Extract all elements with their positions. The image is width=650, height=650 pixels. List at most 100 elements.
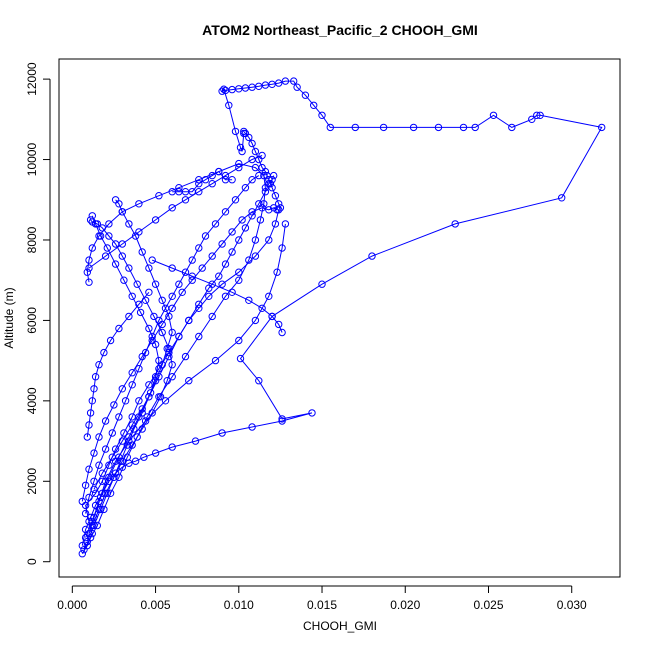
data-point xyxy=(185,377,193,385)
data-point xyxy=(208,280,216,288)
series-layer xyxy=(78,77,606,558)
data-point xyxy=(251,163,260,172)
data-point xyxy=(130,425,138,433)
data-point xyxy=(145,264,153,272)
data-point xyxy=(308,409,316,417)
data-point xyxy=(248,212,256,220)
data-point xyxy=(111,196,120,204)
data-point xyxy=(275,79,283,87)
x-tick-label: 0.000 xyxy=(57,598,87,612)
data-point xyxy=(111,240,120,248)
data-point xyxy=(208,180,216,188)
data-point xyxy=(81,509,90,518)
data-point xyxy=(135,200,143,208)
data-point xyxy=(188,276,196,284)
data-point xyxy=(238,216,246,224)
data-point xyxy=(81,481,90,489)
data-point xyxy=(85,264,93,272)
data-point xyxy=(379,123,388,132)
data-point xyxy=(225,101,233,110)
data-point xyxy=(221,292,230,300)
data-point xyxy=(128,292,136,300)
series-11 xyxy=(168,167,236,196)
data-point xyxy=(241,184,250,192)
x-tick-label: 0.020 xyxy=(390,598,420,612)
data-point xyxy=(278,417,286,425)
data-point xyxy=(168,188,176,196)
data-point xyxy=(125,437,133,445)
data-point xyxy=(191,437,200,445)
data-point xyxy=(90,385,98,393)
data-point xyxy=(598,123,606,132)
y-axis-label: Altitude (m) xyxy=(2,287,16,348)
data-point xyxy=(80,546,88,554)
data-point xyxy=(188,188,196,196)
y-tick-label: 10000 xyxy=(25,143,39,177)
data-point xyxy=(145,288,153,296)
data-point xyxy=(101,445,110,453)
y-tick-label: 6000 xyxy=(25,307,39,334)
data-point xyxy=(248,208,256,216)
data-point xyxy=(105,477,113,485)
data-point xyxy=(351,123,359,132)
data-point xyxy=(118,208,127,216)
data-point xyxy=(215,272,223,280)
data-point xyxy=(128,381,136,389)
data-point xyxy=(228,288,236,296)
data-point xyxy=(215,167,223,176)
series-line xyxy=(86,291,150,438)
data-point xyxy=(110,473,118,481)
data-point xyxy=(459,123,468,132)
data-point xyxy=(111,457,120,465)
data-point xyxy=(106,336,115,345)
x-tick-label: 0.005 xyxy=(141,598,171,612)
data-point xyxy=(168,204,176,212)
data-point xyxy=(95,361,103,369)
data-point xyxy=(95,433,103,441)
data-point xyxy=(81,525,90,534)
data-point xyxy=(528,115,536,124)
y-tick-label: 12000 xyxy=(25,62,39,96)
data-point xyxy=(78,541,87,550)
data-point xyxy=(135,397,143,405)
data-point xyxy=(220,85,228,93)
data-point xyxy=(85,256,93,264)
data-point xyxy=(228,85,236,94)
data-point xyxy=(168,361,176,369)
data-point xyxy=(158,320,166,329)
data-point xyxy=(201,176,210,184)
data-point xyxy=(136,308,145,317)
series-line xyxy=(152,259,283,333)
data-point xyxy=(241,84,250,92)
data-point xyxy=(168,304,176,312)
data-point xyxy=(198,264,206,272)
series-13 xyxy=(83,288,153,441)
data-point xyxy=(208,252,216,260)
data-point xyxy=(489,111,498,120)
data-point xyxy=(91,501,100,510)
x-tick-label: 0.030 xyxy=(557,598,587,612)
data-point xyxy=(265,206,273,214)
data-point xyxy=(368,252,376,260)
data-point xyxy=(271,192,280,200)
data-point xyxy=(151,373,160,381)
data-point xyxy=(281,220,290,228)
data-point xyxy=(158,296,166,304)
data-point xyxy=(128,369,136,377)
data-point xyxy=(256,216,265,224)
data-point xyxy=(86,513,95,522)
data-point xyxy=(125,459,133,467)
data-point xyxy=(140,453,148,461)
data-point xyxy=(261,81,270,89)
data-point xyxy=(218,429,226,437)
data-point xyxy=(146,389,155,397)
data-point xyxy=(145,393,153,401)
data-point xyxy=(251,236,260,244)
data-point xyxy=(78,550,87,558)
data-point xyxy=(235,336,243,345)
data-point xyxy=(165,352,173,361)
series-line xyxy=(88,175,275,534)
data-point xyxy=(251,316,260,325)
